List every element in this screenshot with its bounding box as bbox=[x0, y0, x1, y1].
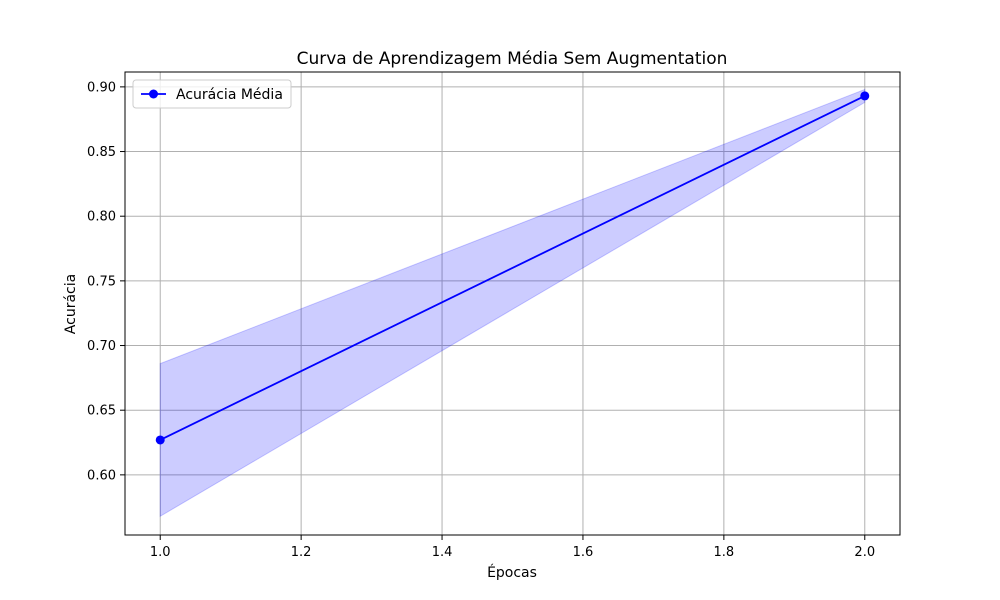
confidence-band-area bbox=[159, 88, 866, 518]
legend: Acurácia Média bbox=[132, 79, 292, 109]
x-tick-label: 1.8 bbox=[714, 545, 735, 560]
x-tick-label: 2.0 bbox=[854, 545, 875, 560]
y-tick-label: 0.75 bbox=[87, 274, 116, 289]
y-tick-label: 0.90 bbox=[87, 80, 116, 95]
series bbox=[155, 91, 870, 445]
y-tick-label: 0.85 bbox=[87, 145, 116, 160]
legend-label: Acurácia Média bbox=[176, 87, 283, 103]
y-tick-label: 0.80 bbox=[87, 210, 116, 225]
x-tick-label: 1.2 bbox=[291, 545, 312, 560]
data-point bbox=[155, 435, 165, 445]
x-axis-title: Épocas bbox=[487, 564, 537, 581]
x-tick-label: 1.0 bbox=[150, 545, 171, 560]
confidence-band bbox=[159, 88, 866, 518]
data-point bbox=[860, 91, 870, 101]
x-tick-label: 1.6 bbox=[573, 545, 594, 560]
chart-title: Curva de Aprendizagem Média Sem Augmenta… bbox=[297, 49, 728, 69]
series-line bbox=[159, 95, 866, 441]
grid bbox=[125, 72, 900, 535]
x-tick-label: 1.4 bbox=[432, 545, 453, 560]
y-tick-label: 0.65 bbox=[87, 404, 116, 419]
x-axis: 1.0 1.2 1.4 1.6 1.8 2.0 bbox=[150, 535, 875, 560]
y-tick-label: 0.70 bbox=[87, 339, 116, 354]
legend-box bbox=[132, 79, 292, 109]
y-axis: 0.60 0.65 0.70 0.75 0.80 0.85 0.90 bbox=[87, 80, 125, 483]
legend-marker bbox=[149, 89, 158, 99]
plot-frame bbox=[124, 71, 901, 536]
y-axis-title: Acurácia bbox=[63, 274, 79, 334]
y-tick-label: 0.60 bbox=[87, 468, 116, 483]
